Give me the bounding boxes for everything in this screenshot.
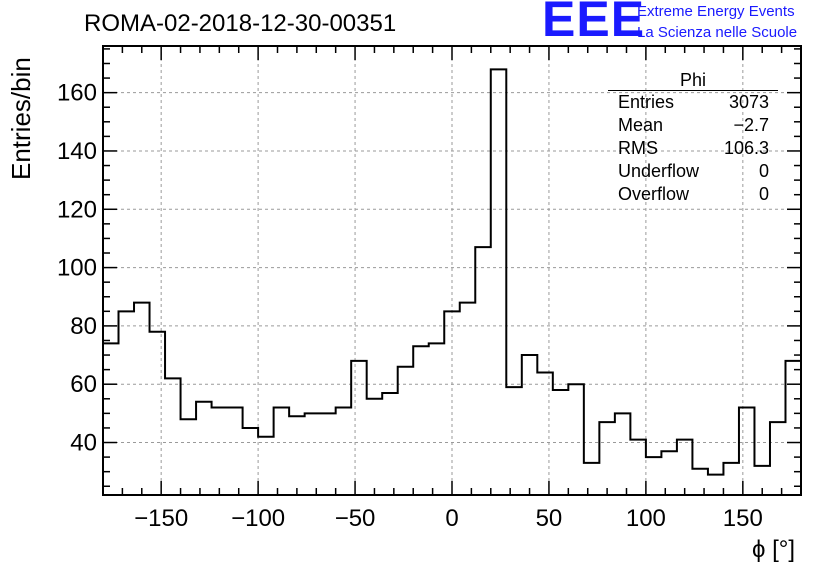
logo-line-2: La Scienza nelle Scuole bbox=[637, 24, 798, 41]
x-tick-label: 0 bbox=[445, 505, 458, 532]
stats-value: 3073 bbox=[728, 92, 769, 112]
x-tick-label: 150 bbox=[723, 505, 763, 532]
stats-label: Overflow bbox=[618, 184, 690, 204]
stats-label: Entries bbox=[618, 92, 675, 112]
stats-value: 0 bbox=[758, 161, 769, 181]
y-tick-labels: 40 60 80 100 120 140 160 bbox=[57, 80, 97, 457]
x-tick-label: 50 bbox=[536, 505, 563, 532]
x-tick-label: −50 bbox=[335, 505, 376, 532]
x-tick-label: 100 bbox=[626, 505, 666, 532]
stats-label: RMS bbox=[618, 138, 658, 158]
y-tick-label: 60 bbox=[70, 371, 97, 398]
eee-logo: EEE bbox=[542, 0, 646, 47]
stats-label: Mean bbox=[618, 115, 664, 135]
x-tick-label: −150 bbox=[134, 505, 188, 532]
stats-value: 0 bbox=[758, 184, 769, 204]
stats-row-mean: Mean −2.7 bbox=[608, 114, 778, 137]
histogram-line bbox=[103, 68, 802, 476]
x-tick-label: −100 bbox=[231, 505, 285, 532]
stats-row-overflow: Overflow 0 bbox=[608, 183, 778, 206]
stats-row-entries: Entries 3073 bbox=[608, 91, 778, 114]
stats-title: Phi bbox=[608, 70, 778, 91]
y-tick-label: 80 bbox=[70, 313, 97, 340]
y-tick-label: 140 bbox=[57, 138, 97, 165]
stats-box: Phi Entries 3073 Mean −2.7 RMS 106.3 Und… bbox=[608, 70, 778, 206]
stats-label: Underflow bbox=[618, 161, 700, 181]
chart-title: ROMA-02-2018-12-30-00351 bbox=[84, 10, 397, 37]
stats-value: 106.3 bbox=[723, 138, 769, 158]
y-tick-label: 160 bbox=[57, 80, 97, 107]
x-tick-labels: −150 −100 −50 0 50 100 150 bbox=[134, 505, 763, 532]
y-tick-label: 100 bbox=[57, 255, 97, 282]
stats-row-rms: RMS 106.3 bbox=[608, 137, 778, 160]
stats-value: −2.7 bbox=[733, 115, 769, 135]
logo-line-1: Extreme Energy Events bbox=[637, 3, 795, 20]
grid-lines bbox=[103, 46, 801, 495]
stats-row-underflow: Underflow 0 bbox=[608, 160, 778, 183]
axis-ticks bbox=[102, 46, 802, 495]
x-axis-label: ϕ [°] bbox=[752, 536, 796, 563]
y-tick-label: 120 bbox=[57, 196, 97, 223]
y-axis-label: Entries/bin bbox=[6, 57, 36, 180]
y-tick-label: 40 bbox=[70, 430, 97, 457]
